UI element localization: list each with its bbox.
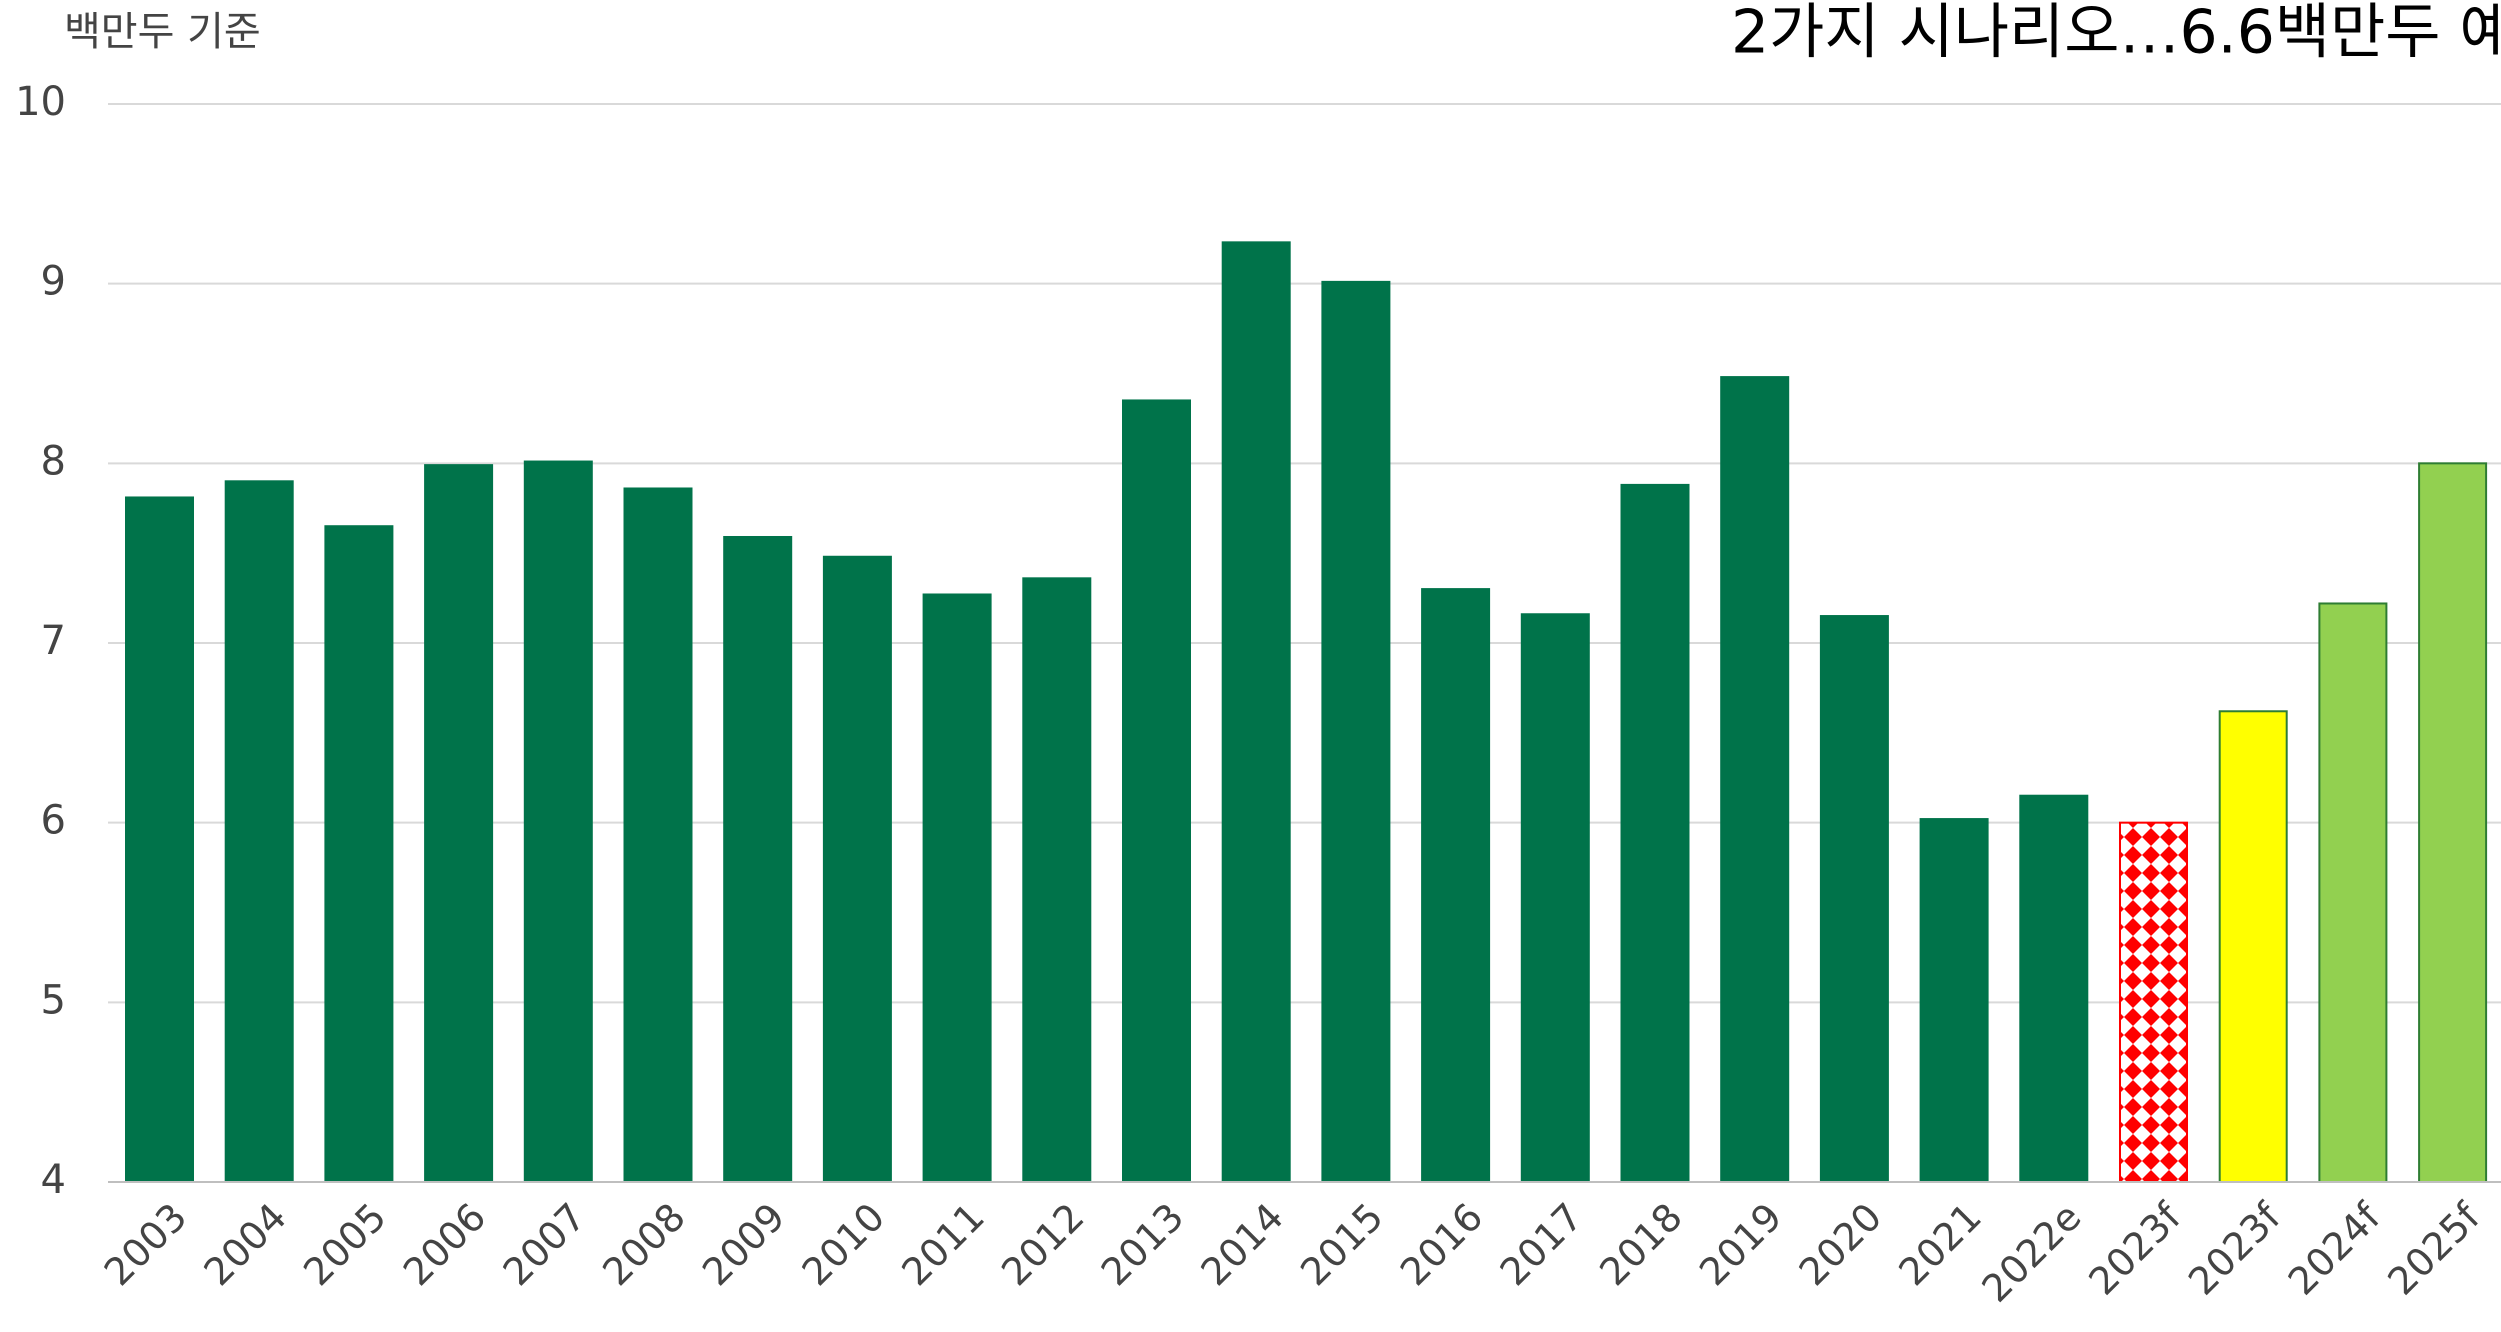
bar	[822, 555, 892, 1183]
bar	[1122, 399, 1191, 1183]
y-tick-label: 5	[41, 977, 66, 1023]
x-tick-label: 2006	[395, 1195, 495, 1295]
x-tick-label: 2007	[495, 1195, 595, 1295]
bar	[1022, 577, 1092, 1183]
bar	[2418, 462, 2488, 1184]
bar	[1819, 615, 1889, 1183]
bar	[523, 460, 593, 1183]
x-tick-label: 2008	[594, 1195, 694, 1295]
bar	[623, 487, 693, 1183]
x-tick-label: 2020	[1791, 1195, 1891, 1295]
x-tick-label: 2014	[1192, 1195, 1292, 1295]
bar	[2119, 821, 2188, 1184]
bar	[723, 535, 793, 1183]
x-tick-label: 2009	[694, 1195, 794, 1295]
bar	[2318, 602, 2388, 1183]
x-tick-label: 2004	[195, 1195, 295, 1295]
bar	[922, 593, 992, 1183]
x-tick-label: 2023f	[2080, 1194, 2190, 1304]
bar	[1421, 588, 1491, 1183]
y-tick-label: 10	[15, 79, 66, 125]
chart-title: 2가지 시나리오…6.6백만두 예상	[1731, 0, 2501, 68]
y-tick-label: 8	[41, 438, 66, 484]
bar	[1720, 376, 1790, 1183]
x-tick-label: 2010	[794, 1195, 894, 1295]
y-tick-label: 9	[41, 259, 66, 305]
y-tick-label: 6	[41, 798, 66, 844]
x-tick-label: 2003	[96, 1195, 196, 1295]
x-tick-label: 2019	[1691, 1195, 1791, 1295]
x-tick-label: 2012	[993, 1195, 1093, 1295]
x-tick-label: 2025f	[2379, 1194, 2489, 1304]
x-tick-label: 2023f	[2180, 1194, 2290, 1304]
y-axis-label: 백만두 기준	[64, 9, 261, 55]
x-tick-label: 2016	[1392, 1195, 1492, 1295]
bar	[2218, 710, 2288, 1183]
x-tick-label: 2005	[295, 1195, 395, 1295]
bar	[424, 464, 494, 1183]
bar	[2019, 794, 2089, 1183]
y-tick-label: 7	[41, 618, 66, 664]
bar	[324, 525, 394, 1183]
x-tick-label: 2017	[1492, 1195, 1592, 1295]
y-tick-label: 4	[41, 1157, 66, 1203]
bar	[1321, 280, 1391, 1183]
bar	[1919, 818, 1989, 1183]
bar	[224, 480, 294, 1183]
bar	[1221, 241, 1291, 1184]
bar	[1520, 613, 1590, 1183]
x-tick-label: 2013	[1093, 1195, 1193, 1295]
x-tick-label: 2024f	[2280, 1194, 2390, 1304]
x-tick-label: 2022e	[1974, 1195, 2090, 1311]
x-tick-label: 2015	[1292, 1195, 1392, 1295]
bar	[125, 496, 194, 1184]
x-tick-label: 2018	[1591, 1195, 1691, 1295]
x-tick-label: 2011	[893, 1195, 993, 1295]
bar	[1620, 483, 1690, 1184]
